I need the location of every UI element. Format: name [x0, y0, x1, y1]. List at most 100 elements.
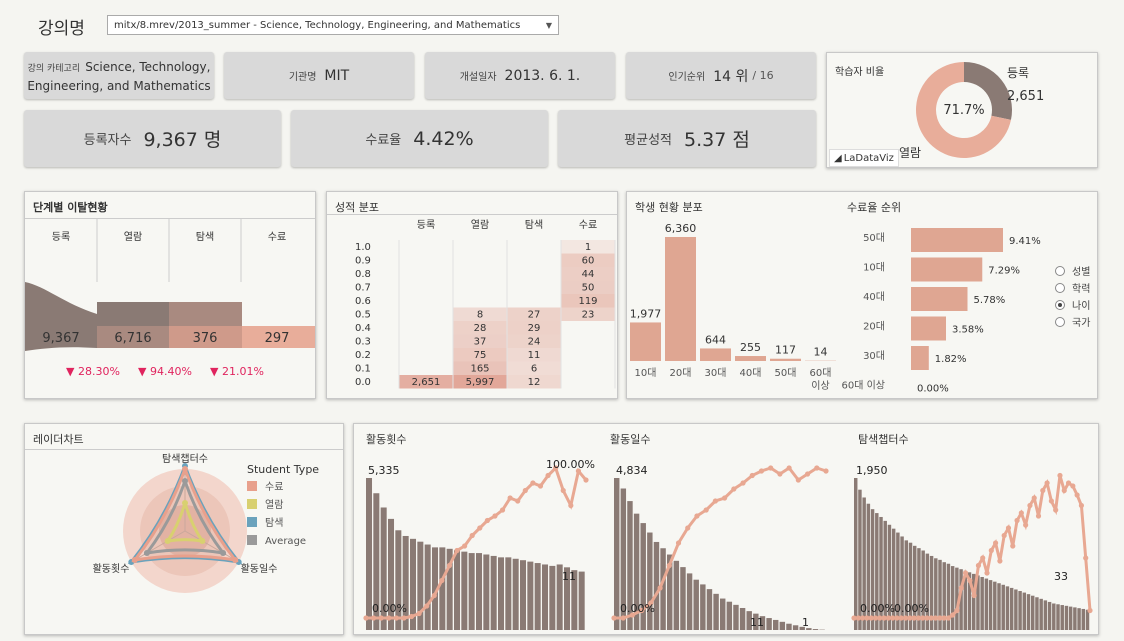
activity-bar[interactable]: [660, 548, 666, 630]
activity-rate-point[interactable]: [1078, 502, 1085, 509]
activity-rate-point[interactable]: [657, 585, 663, 591]
activity-rate-point[interactable]: [685, 525, 691, 531]
grade-cell[interactable]: [561, 280, 615, 295]
activity-rate-point[interactable]: [915, 615, 921, 621]
activity-bar[interactable]: [1077, 608, 1081, 630]
activity-bar[interactable]: [647, 532, 653, 630]
activity-bar[interactable]: [402, 535, 409, 630]
activity-bar[interactable]: [571, 570, 578, 630]
activity-bar[interactable]: [866, 503, 871, 630]
activity-rate-point[interactable]: [941, 615, 947, 621]
activity-bar[interactable]: [424, 544, 431, 630]
activity-bar[interactable]: [633, 513, 640, 630]
activity-rate-point[interactable]: [378, 615, 384, 621]
activity-rate-point[interactable]: [1044, 480, 1050, 486]
radio-icon[interactable]: [1055, 316, 1065, 327]
activity-bar[interactable]: [959, 569, 963, 630]
activity-bar[interactable]: [667, 554, 673, 630]
activity-bar[interactable]: [746, 611, 752, 630]
activity-bar[interactable]: [476, 553, 483, 630]
activity-bar[interactable]: [854, 478, 858, 630]
radio-icon[interactable]: [1055, 265, 1065, 276]
activity-rate-point[interactable]: [1005, 525, 1012, 531]
radar-point[interactable]: [182, 478, 188, 484]
activity-rate-point[interactable]: [907, 615, 913, 621]
activity-rate-point[interactable]: [980, 555, 986, 561]
activity-bar[interactable]: [1009, 587, 1014, 630]
radar-point[interactable]: [131, 557, 138, 563]
activity-rate-point[interactable]: [639, 607, 645, 614]
activity-rate-point[interactable]: [1057, 472, 1063, 479]
activity-bar[interactable]: [686, 573, 693, 630]
activity-rate-point[interactable]: [881, 615, 887, 621]
activity-bar[interactable]: [997, 583, 1001, 630]
activity-bar[interactable]: [620, 488, 627, 630]
activity-bar[interactable]: [812, 629, 819, 630]
activity-bar[interactable]: [461, 551, 468, 630]
activity-rate-point[interactable]: [439, 577, 445, 584]
activity-bar[interactable]: [929, 555, 934, 630]
activity-rate-point[interactable]: [877, 615, 883, 621]
course-select[interactable]: mitx/8.mrev/2013_summer - Science, Techn…: [107, 15, 559, 35]
activity-bar[interactable]: [468, 553, 475, 630]
activity-bar[interactable]: [955, 567, 959, 630]
activity-bar[interactable]: [739, 607, 746, 630]
grade-cell[interactable]: [453, 375, 507, 389]
activity-bar[interactable]: [786, 623, 792, 630]
radar-point[interactable]: [143, 550, 150, 556]
activity-rate-point[interactable]: [416, 610, 422, 617]
activity-rate-point[interactable]: [530, 480, 536, 486]
activity-bar[interactable]: [556, 564, 563, 630]
activity-bar[interactable]: [875, 513, 879, 630]
activity-bar[interactable]: [1052, 603, 1056, 630]
activity-rate-point[interactable]: [971, 592, 977, 599]
activity-rate-point[interactable]: [545, 472, 551, 479]
activity-bar[interactable]: [653, 541, 660, 630]
activity-bar[interactable]: [1022, 592, 1027, 630]
activity-rate-point[interactable]: [924, 615, 930, 621]
grade-cell[interactable]: [507, 375, 561, 389]
activity-bar[interactable]: [963, 570, 968, 630]
activity-bar[interactable]: [967, 572, 972, 630]
activity-bar[interactable]: [799, 626, 805, 630]
activity-rate-point[interactable]: [945, 615, 952, 621]
activity-rate-point[interactable]: [507, 495, 513, 501]
donut-slice-0[interactable]: [964, 62, 1012, 120]
activity-rate-point[interactable]: [894, 615, 900, 621]
grade-cell[interactable]: [453, 307, 507, 322]
age-bar[interactable]: [700, 348, 731, 361]
activity-rate-point[interactable]: [1023, 522, 1029, 528]
activity-bar[interactable]: [925, 553, 930, 630]
grade-cell[interactable]: [561, 307, 615, 322]
grade-cell[interactable]: [507, 334, 561, 349]
activity-rate-point[interactable]: [462, 543, 468, 549]
activity-rate-point[interactable]: [1010, 543, 1016, 549]
activity-bar[interactable]: [527, 561, 534, 630]
activity-bar[interactable]: [1014, 589, 1018, 630]
activity-bar[interactable]: [1043, 600, 1048, 630]
activity-bar[interactable]: [891, 528, 896, 630]
activity-rate-point[interactable]: [712, 498, 718, 504]
activity-bar[interactable]: [1073, 607, 1077, 630]
activity-rate-point[interactable]: [758, 468, 765, 474]
activity-bar[interactable]: [938, 559, 942, 630]
age-bar[interactable]: [770, 358, 801, 361]
activity-bar[interactable]: [1018, 591, 1022, 630]
activity-bar[interactable]: [934, 558, 938, 630]
activity-rate-point[interactable]: [722, 495, 728, 501]
activity-rate-point[interactable]: [386, 615, 392, 621]
activity-bar[interactable]: [1039, 598, 1043, 630]
activity-rate-point[interactable]: [583, 477, 589, 483]
activity-bar[interactable]: [395, 530, 402, 630]
activity-rate-point[interactable]: [1048, 498, 1054, 504]
activity-rate-point[interactable]: [1040, 487, 1046, 494]
activity-bar[interactable]: [942, 562, 946, 630]
activity-bar[interactable]: [1026, 594, 1031, 630]
activity-rate-point[interactable]: [777, 471, 783, 477]
activity-bar[interactable]: [1068, 606, 1073, 630]
activity-rate-point[interactable]: [675, 540, 682, 546]
activity-rate-point[interactable]: [975, 562, 982, 569]
grade-cell[interactable]: [507, 321, 561, 335]
activity-bar[interactable]: [759, 616, 766, 630]
rank-bar[interactable]: [911, 316, 947, 341]
